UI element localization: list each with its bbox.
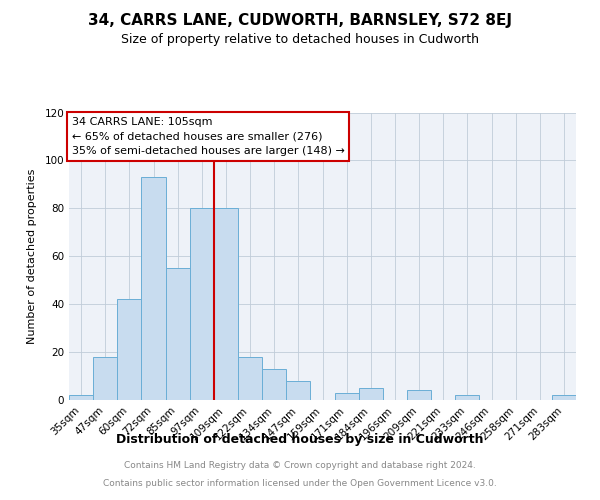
Bar xyxy=(238,357,262,400)
Bar xyxy=(286,381,310,400)
Text: 34 CARRS LANE: 105sqm
← 65% of detached houses are smaller (276)
35% of semi-det: 34 CARRS LANE: 105sqm ← 65% of detached … xyxy=(71,117,344,156)
Text: Contains HM Land Registry data © Crown copyright and database right 2024.: Contains HM Land Registry data © Crown c… xyxy=(124,461,476,470)
Bar xyxy=(93,357,117,400)
Text: Contains public sector information licensed under the Open Government Licence v3: Contains public sector information licen… xyxy=(103,478,497,488)
Bar xyxy=(407,390,431,400)
Bar xyxy=(166,268,190,400)
Bar xyxy=(190,208,214,400)
Bar xyxy=(142,177,166,400)
Bar xyxy=(117,300,142,400)
Bar xyxy=(359,388,383,400)
Text: 34, CARRS LANE, CUDWORTH, BARNSLEY, S72 8EJ: 34, CARRS LANE, CUDWORTH, BARNSLEY, S72 … xyxy=(88,12,512,28)
Text: Size of property relative to detached houses in Cudworth: Size of property relative to detached ho… xyxy=(121,32,479,46)
Bar xyxy=(214,208,238,400)
Y-axis label: Number of detached properties: Number of detached properties xyxy=(28,168,37,344)
Bar xyxy=(455,395,479,400)
Bar xyxy=(335,393,359,400)
Bar xyxy=(262,369,286,400)
Text: Distribution of detached houses by size in Cudworth: Distribution of detached houses by size … xyxy=(116,432,484,446)
Bar xyxy=(69,395,93,400)
Bar xyxy=(552,395,576,400)
